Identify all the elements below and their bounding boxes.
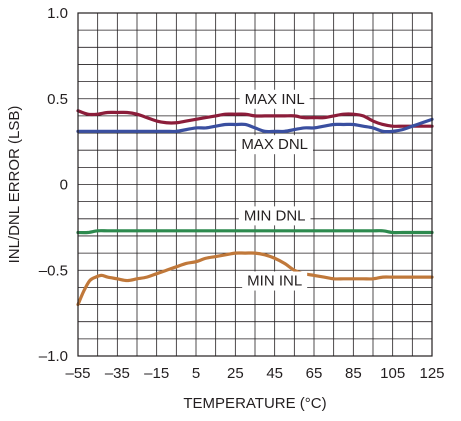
y-tick-label: 1.0 [47,5,68,22]
series-line-max-inl [76,109,434,128]
series-lines [76,109,434,307]
annotation-min-dnl: MIN DNL [238,206,311,226]
x-tick-label: –35 [105,365,130,382]
curve-annotations: MAX INL MAX DNL MIN DNL MIN INL [236,89,314,291]
x-tick-label: 105 [380,365,405,382]
plot-frame [77,12,433,357]
annotation-background [236,135,314,155]
x-axis-label: TEMPERATURE (°C) [183,395,326,412]
x-tick-label: 25 [227,365,244,382]
annotation-label: MAX INL [245,91,305,108]
series-line-min-inl [76,251,434,307]
x-tick-label: 85 [345,365,362,382]
annotation-background [238,206,311,226]
annotation-max-dnl: MAX DNL [236,135,314,155]
x-tick-label: 45 [266,365,283,382]
annotation-label: MAX DNL [241,136,308,153]
x-tick-label: 5 [192,365,200,382]
x-tick-label: –55 [65,365,90,382]
series-line-min-dnl [76,229,434,235]
annotation-min-inl: MIN INL [242,271,308,291]
grid [77,13,433,356]
x-tick-label: 65 [306,365,323,382]
annotation-background [239,89,310,109]
y-tick-label: 0.5 [47,91,68,108]
y-tick-label: –0.5 [39,262,68,279]
y-tick-label: –1.0 [39,348,68,365]
x-tick-label: –15 [144,365,169,382]
x-tick-label: 125 [419,365,444,382]
annotation-label: MIN INL [247,273,302,290]
y-axis-label: INL/DNL ERROR (LSB) [6,106,23,264]
tick-labels: –55 –35 –15 5 25 45 65 85 105 125 –1.0 –0.5 0 0.5 1.0 [39,5,445,382]
annotation-background [242,271,308,291]
y-tick-label: 0 [60,177,68,194]
annotation-label: MIN DNL [244,207,306,224]
series-line-max-dnl [76,117,434,134]
annotation-max-inl: MAX INL [239,89,310,109]
